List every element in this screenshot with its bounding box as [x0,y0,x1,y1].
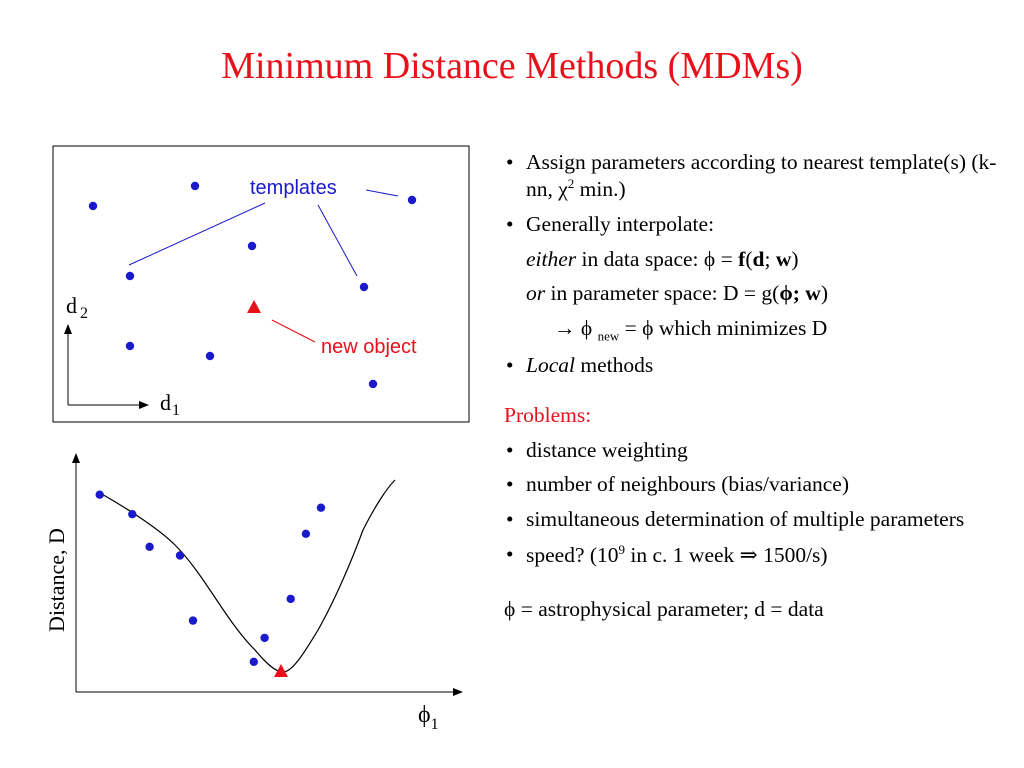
x-axis-label: ϕ1 [418,702,439,733]
template-point [205,351,215,361]
template-point [359,282,369,292]
bullet-list: Assign parameters according to nearest t… [504,150,1014,238]
fit-curve [99,479,396,673]
data-point [286,594,295,604]
content-panel: Assign parameters according to nearest t… [504,150,1014,623]
distance-plot: Distance, D ϕ1 [44,453,463,733]
data-point [260,633,269,643]
data-point [128,510,137,519]
leader-line [365,189,399,197]
bullet-assign: Assign parameters according to nearest t… [504,150,1014,203]
template-point [125,271,135,281]
y-axis-label: Distance, D [44,528,69,632]
axis-d1-label: d1 [160,390,180,419]
problem-item: number of neighbours (bias/variance) [504,472,1014,498]
template-point [407,195,417,205]
leader-line [317,204,358,277]
data-point [301,529,311,538]
footnote: ϕ = astrophysical parameter; d = data [504,596,824,621]
templates-label: templates [250,177,337,199]
data-point [95,490,104,499]
data-point [316,503,326,512]
template-point [247,241,257,251]
data-point [145,542,154,551]
template-point [190,181,200,191]
template-point [368,379,378,389]
diagram-frame [52,145,470,423]
page-title: Minimum Distance Methods (MDMs) [221,45,803,87]
problems-list: distance weighting number of neighbours … [504,438,1014,569]
data-point [188,616,198,625]
data-points [95,490,326,666]
either-line: either in data space: ϕ = f(d; w) [526,246,799,271]
template-point [125,341,135,351]
problem-item: simultaneous determination of multiple p… [504,507,1014,533]
data-point [175,551,185,560]
new-object-label: new object [321,336,417,358]
problem-item: distance weighting [504,438,1014,464]
new-object-marker [247,300,261,313]
minimum-marker [274,664,288,677]
or-line: or in parameter space: D = g(ϕ; w) [526,281,828,306]
problems-heading: Problems: [504,402,592,427]
problem-item: speed? (109 in c. 1 week ⇒ 1500/s) [504,542,1014,569]
bullet-local: Local methods [504,353,1014,379]
minimize-line: → ϕ new = ϕ which minimizes D [554,316,828,344]
data-point [249,657,258,666]
new-object-leader [271,319,316,343]
template-point [88,201,98,211]
bullet-interpolate: Generally interpolate: [504,212,1014,238]
leader-line [128,202,266,266]
